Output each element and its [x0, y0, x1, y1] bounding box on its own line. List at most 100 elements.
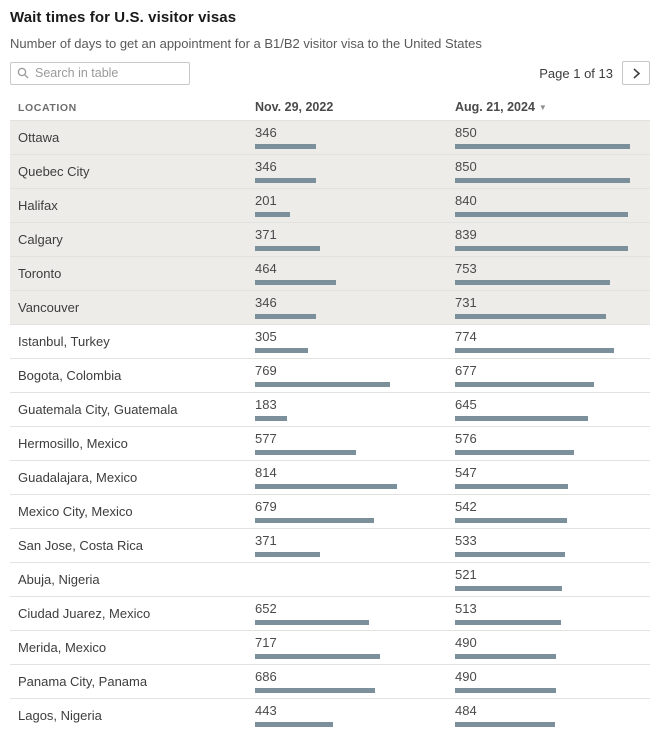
value-cell-nov-29-2022: 371 [255, 223, 455, 256]
table-row: Merida, Mexico 717 490 [10, 630, 650, 664]
value-label: 371 [255, 533, 277, 548]
value-cell-nov-29-2022: 346 [255, 121, 455, 154]
visa-wait-times-widget: Wait times for U.S. visitor visas Number… [0, 9, 660, 729]
value-cell-aug-21-2024: 576 [455, 427, 650, 460]
value-label: 490 [455, 669, 477, 684]
search-input[interactable] [35, 66, 183, 80]
location-cell: San Jose, Costa Rica [18, 538, 144, 553]
value-bar [455, 348, 614, 353]
value-cell-aug-21-2024: 645 [455, 393, 650, 426]
value-cell-nov-29-2022: 652 [255, 597, 455, 630]
column-header-location[interactable]: LOCATION [18, 102, 77, 114]
value-bar [255, 416, 287, 421]
value-cell-aug-21-2024: 753 [455, 257, 650, 290]
value-cell-aug-21-2024: 490 [455, 631, 650, 664]
location-cell: Vancouver [18, 300, 80, 315]
table-body: Ottawa 346 850 Quebec City 346 850 Halif… [10, 120, 650, 729]
table-row: Calgary 371 839 [10, 222, 650, 256]
value-bar [255, 144, 316, 149]
location-cell: Calgary [18, 232, 63, 247]
value-label: 645 [455, 397, 477, 412]
table-row: Halifax 201 840 [10, 188, 650, 222]
value-bar [455, 178, 630, 183]
value-label: 576 [455, 431, 477, 446]
value-label: 839 [455, 227, 477, 242]
value-bar [255, 280, 336, 285]
location-cell: Mexico City, Mexico [18, 504, 133, 519]
table-row: Vancouver 346 731 [10, 290, 650, 324]
value-bar [255, 518, 374, 523]
value-bar [255, 620, 369, 625]
value-cell-nov-29-2022: 305 [255, 325, 455, 358]
table-row: Mexico City, Mexico 679 542 [10, 494, 650, 528]
value-label: 346 [255, 125, 277, 140]
column-header-nov-29-2022[interactable]: Nov. 29, 2022 [255, 100, 334, 114]
table-row: San Jose, Costa Rica 371 533 [10, 528, 650, 562]
value-cell-aug-21-2024: 731 [455, 291, 650, 324]
value-bar [255, 450, 356, 455]
value-label: 814 [255, 465, 277, 480]
location-cell: Lagos, Nigeria [18, 708, 102, 723]
value-label: 484 [455, 703, 477, 718]
value-cell-aug-21-2024: 521 [455, 563, 650, 596]
page-indicator: Page 1 of 13 [539, 65, 613, 81]
page-title: Wait times for U.S. visitor visas [10, 9, 237, 26]
value-cell-nov-29-2022: 183 [255, 393, 455, 426]
value-bar [255, 382, 390, 387]
value-cell-nov-29-2022: 686 [255, 665, 455, 698]
value-label: 753 [455, 261, 477, 276]
value-cell-nov-29-2022: 346 [255, 155, 455, 188]
location-cell: Panama City, Panama [18, 674, 148, 689]
value-bar [455, 212, 628, 217]
value-bar [455, 144, 630, 149]
value-bar [455, 654, 556, 659]
value-cell-aug-21-2024: 513 [455, 597, 650, 630]
next-page-button[interactable] [622, 61, 650, 85]
value-cell-nov-29-2022: 814 [255, 461, 455, 494]
location-cell: Guatemala City, Guatemala [18, 402, 178, 417]
value-label: 686 [255, 669, 277, 684]
value-cell-nov-29-2022: 769 [255, 359, 455, 392]
value-cell-aug-21-2024: 484 [455, 699, 650, 729]
value-label: 513 [455, 601, 477, 616]
location-cell: Bogota, Colombia [18, 368, 122, 383]
value-cell-nov-29-2022: 577 [255, 427, 455, 460]
value-bar [455, 280, 610, 285]
location-cell: Toronto [18, 266, 62, 281]
value-bar [455, 552, 565, 557]
value-cell-aug-21-2024: 774 [455, 325, 650, 358]
search-box[interactable] [10, 61, 190, 85]
value-label: 677 [455, 363, 477, 378]
location-cell: Halifax [18, 198, 58, 213]
table-header-row: LOCATION Nov. 29, 2022 Aug. 21, 2024 ▼ [10, 100, 650, 120]
value-cell-nov-29-2022: 346 [255, 291, 455, 324]
value-bar [455, 416, 588, 421]
value-bar [455, 450, 574, 455]
value-bar [455, 246, 628, 251]
chevron-right-icon [632, 67, 641, 79]
column-header-aug-21-2024[interactable]: Aug. 21, 2024 ▼ [455, 100, 547, 114]
value-cell-aug-21-2024: 490 [455, 665, 650, 698]
table-row: Ciudad Juarez, Mexico 652 513 [10, 596, 650, 630]
value-label: 183 [255, 397, 277, 412]
value-bar [255, 246, 320, 251]
value-label: 840 [455, 193, 477, 208]
value-bar [255, 178, 316, 183]
value-cell-nov-29-2022: 371 [255, 529, 455, 562]
table-row: Panama City, Panama 686 490 [10, 664, 650, 698]
value-label: 346 [255, 295, 277, 310]
location-cell: Abuja, Nigeria [18, 572, 100, 587]
value-bar [255, 688, 375, 693]
value-cell-aug-21-2024: 850 [455, 155, 650, 188]
table-row: Istanbul, Turkey 305 774 [10, 324, 650, 358]
value-label: 201 [255, 193, 277, 208]
value-label: 490 [455, 635, 477, 650]
value-cell-aug-21-2024: 850 [455, 121, 650, 154]
value-label: 850 [455, 125, 477, 140]
toolbar: Page 1 of 13 [10, 61, 650, 85]
location-cell: Quebec City [18, 164, 90, 179]
value-bar [455, 620, 561, 625]
table-row: Toronto 464 753 [10, 256, 650, 290]
value-cell-aug-21-2024: 677 [455, 359, 650, 392]
value-cell-aug-21-2024: 533 [455, 529, 650, 562]
